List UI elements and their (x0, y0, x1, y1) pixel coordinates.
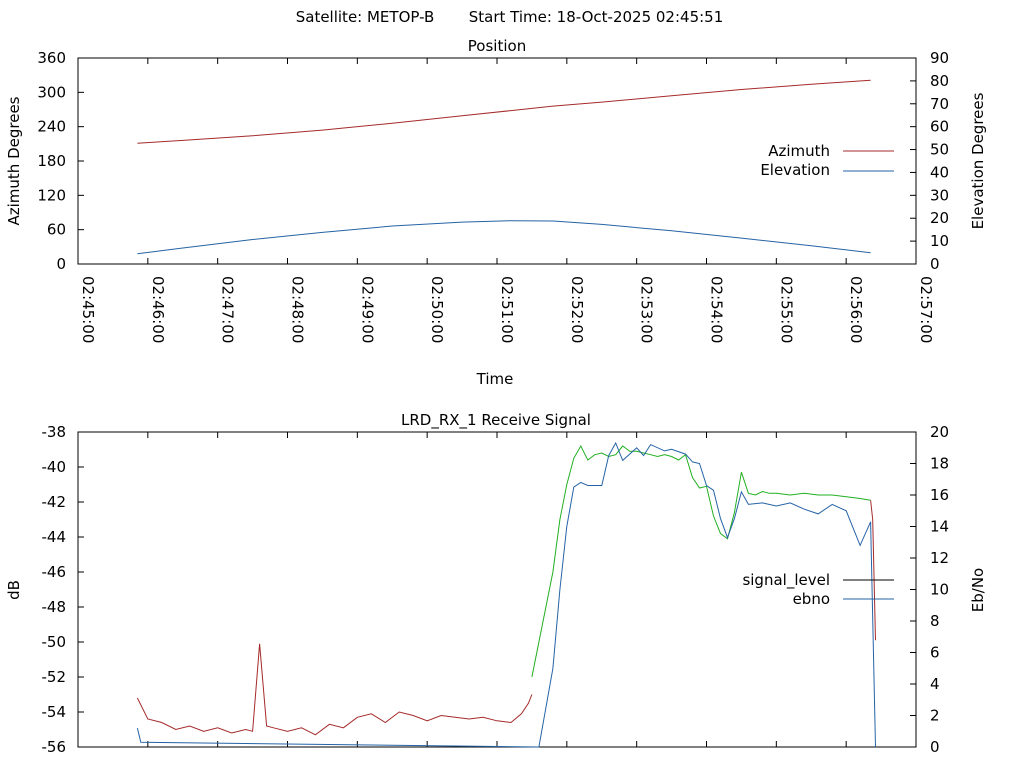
position-chart-title: Position (468, 37, 526, 55)
left-tick-label: -50 (42, 633, 67, 651)
right-tick-label: 40 (930, 163, 949, 181)
elevation-line (137, 220, 871, 255)
right-tick-label: 4 (930, 675, 940, 693)
legend-elevation-label: Elevation (760, 161, 830, 179)
right-tick-label: 10 (930, 232, 949, 250)
left-tick-label: -52 (42, 668, 67, 686)
left-tick-label: -56 (42, 738, 67, 756)
left-tick-label: -38 (42, 423, 67, 441)
left-tick-label: 240 (37, 118, 66, 136)
azimuth-line (137, 79, 871, 144)
receive-signal-chart-title: LRD_RX_1 Receive Signal (401, 411, 591, 430)
right-tick-label: 8 (930, 612, 940, 630)
x-tick-label: 02:53:00 (638, 276, 656, 343)
right-tick-label: 16 (930, 486, 949, 504)
right-tick-label: 20 (930, 423, 949, 441)
legend-ebno-label: ebno (793, 590, 830, 608)
ebno-axis-label: Eb/No (969, 568, 987, 612)
left-tick-label: -48 (42, 598, 67, 616)
right-tick-label: 18 (930, 455, 949, 473)
satellite-title: Satellite: METOP-B (296, 8, 435, 26)
right-tick-label: 90 (930, 49, 949, 67)
ebno-line (136, 441, 876, 748)
time-axis-label: Time (476, 370, 514, 388)
elevation-axis-label: Elevation Degrees (969, 92, 987, 229)
right-tick-label: 6 (930, 644, 940, 662)
signal-level-line-segment (870, 500, 876, 641)
x-tick-label: 02:57:00 (917, 276, 935, 343)
left-tick-label: -44 (42, 528, 67, 546)
x-tick-label: 02:46:00 (149, 276, 167, 343)
x-tick-label: 02:47:00 (219, 276, 237, 343)
right-tick-label: 80 (930, 72, 949, 90)
right-tick-label: 12 (930, 549, 949, 567)
receive-plot-frame (77, 431, 917, 748)
left-tick-label: -42 (42, 493, 67, 511)
signal-level-line-segment (531, 444, 871, 678)
x-tick-label: 02:54:00 (708, 276, 726, 343)
x-tick-label: 02:49:00 (358, 276, 376, 343)
right-tick-label: 2 (930, 707, 940, 725)
right-tick-label: 60 (930, 118, 949, 136)
azimuth-axis-label: Azimuth Degrees (5, 96, 23, 225)
right-tick-label: 50 (930, 141, 949, 159)
right-tick-label: 14 (930, 518, 949, 536)
left-tick-label: 180 (37, 152, 66, 170)
receive-signal-chart: LRD_RX_1 Receive Signal -56 -54 -52 -50 -48 -… (5, 411, 987, 756)
x-tick-label: 02:56:00 (847, 276, 865, 343)
x-tick-label: 02:50:00 (428, 276, 446, 343)
x-tick-label: 02:51:00 (498, 276, 516, 343)
x-tick-label: 02:48:00 (289, 276, 307, 343)
left-tick-label: 60 (47, 221, 66, 239)
x-tick-label: 02:55:00 (777, 276, 795, 343)
position-chart: Position 0 60 120 180 240 300 360 0 10 20 30 40 50 6… (5, 37, 987, 388)
left-tick-label: 300 (37, 83, 66, 101)
left-tick-label: -54 (42, 703, 67, 721)
right-tick-label: 30 (930, 186, 949, 204)
left-tick-label: 360 (37, 49, 66, 67)
left-tick-label: 0 (56, 255, 66, 273)
signal-level-line-segment (136, 643, 533, 736)
x-tick-label: 02:45:00 (79, 276, 97, 343)
right-tick-label: 0 (930, 738, 940, 756)
db-axis-label: dB (5, 580, 23, 600)
position-legend: Azimuth Elevation (760, 142, 894, 179)
start-time-title: Start Time: 18-Oct-2025 02:45:51 (469, 8, 724, 26)
right-tick-label: 0 (930, 255, 940, 273)
receive-legend: signal_level ebno (742, 571, 894, 608)
right-tick-label: 20 (930, 209, 949, 227)
left-tick-label: -40 (42, 458, 67, 476)
legend-signal-level-label: signal_level (742, 571, 830, 590)
x-tick-label: 02:52:00 (568, 276, 586, 343)
left-tick-label: 120 (37, 186, 66, 204)
right-tick-label: 10 (930, 581, 949, 599)
right-tick-label: 70 (930, 95, 949, 113)
left-tick-label: -46 (42, 563, 67, 581)
legend-azimuth-label: Azimuth (768, 142, 830, 160)
